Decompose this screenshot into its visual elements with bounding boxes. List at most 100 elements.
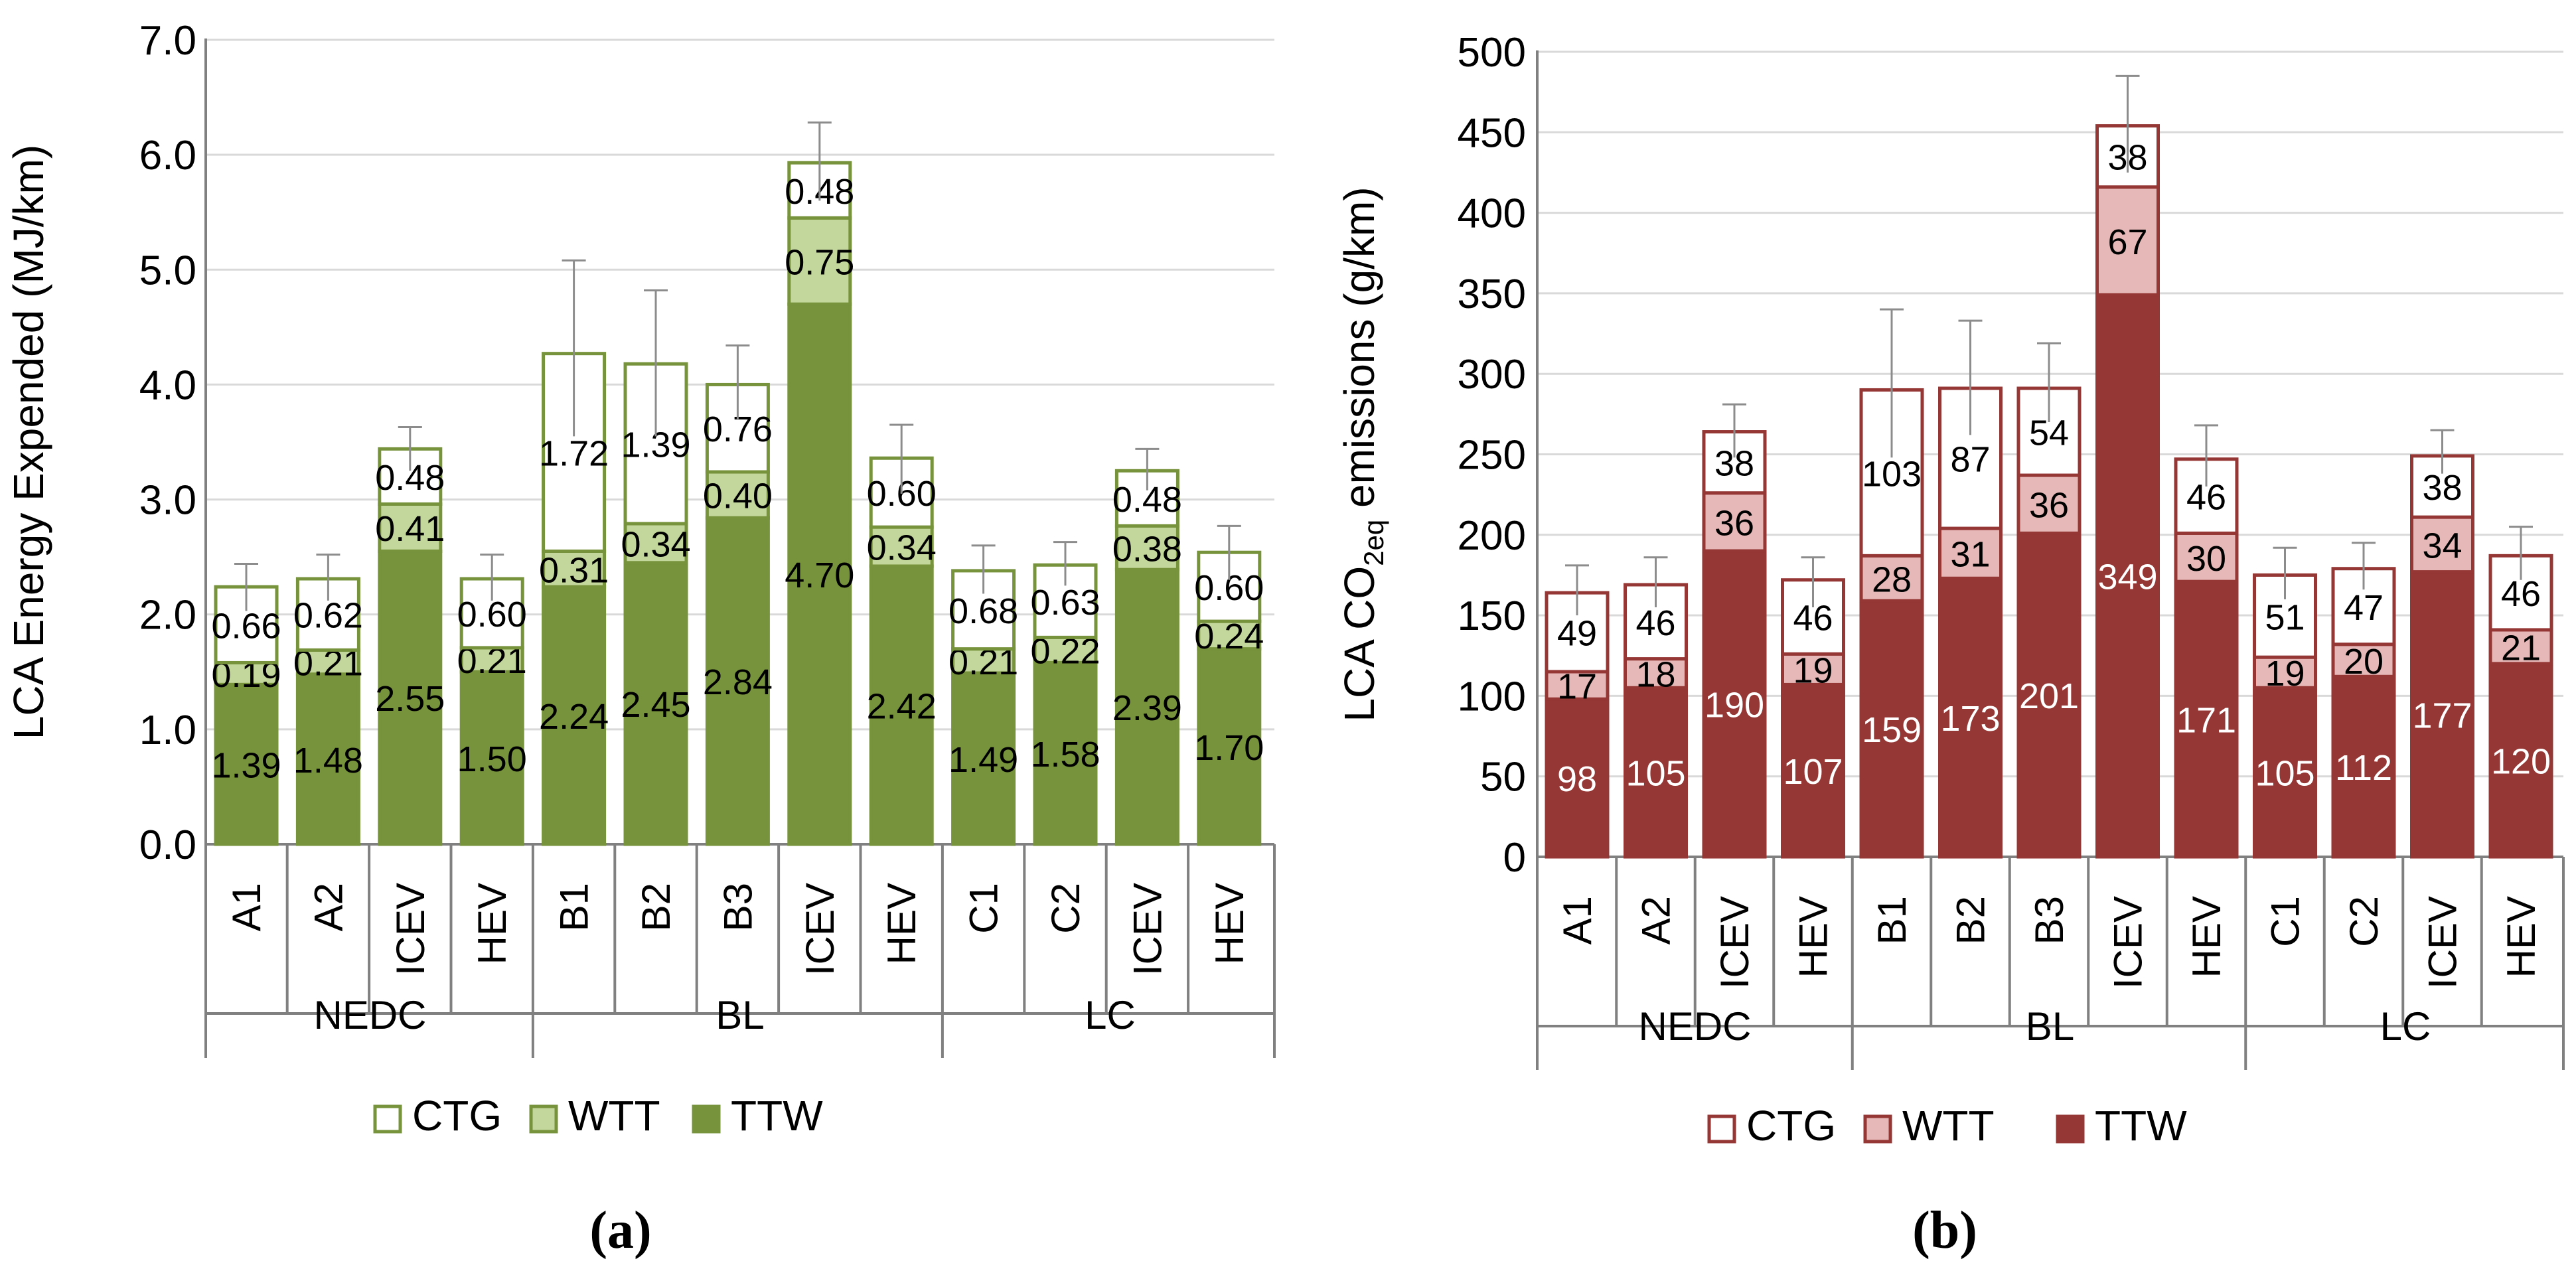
x-category-label: B1	[1870, 896, 1914, 944]
data-label-ctg: 38	[2422, 468, 2462, 508]
x-category-label: HEV	[1207, 883, 1252, 964]
data-label-wtt: 0.34	[621, 524, 690, 564]
y-tick-label: 0	[1503, 835, 1526, 881]
data-label-ttw: 1.70	[1194, 728, 1264, 768]
x-category-label: A1	[1555, 896, 1600, 944]
data-label-wtt: 36	[1714, 503, 1754, 543]
x-group-label: NEDC	[1638, 1004, 1751, 1049]
y-tick-label: 100	[1458, 674, 1526, 719]
y-axis-title-main: LCA CO	[1335, 566, 1383, 722]
legend-label-wtt: WTT	[1902, 1102, 1995, 1150]
data-label-ttw: 105	[1626, 754, 1685, 794]
y-tick-label: 400	[1458, 191, 1526, 237]
legend-swatch-wtt	[1865, 1116, 1890, 1142]
x-category-label: ICEV	[1712, 896, 1757, 989]
x-category-label: B3	[716, 883, 760, 931]
data-label-ttw: 4.70	[785, 556, 854, 595]
x-category-label: C2	[2342, 896, 2386, 947]
data-label-ctg: 0.63	[1030, 583, 1100, 623]
figure: 0.01.02.03.04.05.06.07.0LCA Energy Expen…	[0, 0, 2576, 1275]
data-label-ctg: 46	[2501, 574, 2541, 614]
data-label-wtt: 67	[2107, 222, 2147, 262]
data-label-wtt: 21	[2501, 628, 2541, 668]
data-label-ctg: 0.66	[211, 606, 281, 646]
y-tick-label: 1.0	[139, 708, 196, 753]
data-label-ttw: 349	[2097, 558, 2157, 597]
x-category-label: HEV	[470, 883, 514, 964]
data-label-ttw: 1.58	[1030, 735, 1100, 775]
data-label-wtt: 0.40	[703, 477, 773, 516]
data-label-wtt: 20	[2344, 642, 2384, 682]
data-label-ttw: 112	[2335, 748, 2392, 788]
y-axis-title: LCA Energy Expended (MJ/km)	[5, 145, 52, 739]
data-label-ttw: 2.39	[1112, 688, 1182, 728]
data-label-ttw: 177	[2412, 696, 2472, 735]
y-tick-label: 5.0	[139, 248, 196, 293]
legend-label-wtt: WTT	[568, 1092, 660, 1140]
data-label-wtt: 19	[2265, 654, 2305, 694]
y-axis-title-suffix: emissions (g/km)	[1335, 187, 1383, 519]
x-category-label: C2	[1043, 883, 1088, 934]
data-label-ttw: 2.24	[539, 697, 609, 737]
legend-swatch-ctg	[375, 1106, 400, 1132]
data-label-ttw: 1.49	[948, 740, 1018, 780]
data-label-ctg: 1.72	[539, 434, 609, 474]
x-group-label: BL	[716, 993, 764, 1037]
y-tick-label: 250	[1458, 433, 1526, 479]
chart-panel-b: 0 50 100 150 200 250 300 350 400 450 500 LCA CO2eq …	[1335, 30, 2563, 1260]
data-label-wtt: 36	[2029, 486, 2069, 526]
legend-swatch-wtt	[531, 1106, 556, 1132]
x-category-label: HEV	[879, 883, 924, 964]
data-label-wtt: 18	[1635, 654, 1675, 694]
panel-label: (b)	[1912, 1201, 1977, 1260]
data-label-ctg: 0.68	[948, 591, 1018, 631]
data-label-ttw: 159	[1862, 710, 1922, 750]
x-category-label: B2	[634, 883, 678, 931]
x-category-label: HEV	[1791, 896, 1836, 978]
x-category-label: A1	[224, 883, 269, 931]
data-label-ttw: 120	[2491, 741, 2551, 781]
x-category-label: A2	[1634, 896, 1679, 944]
y-tick-label: 500	[1458, 30, 1526, 76]
y-tick-label: 6.0	[139, 133, 196, 179]
data-label-ctg: 46	[1635, 603, 1675, 643]
y-tick-label: 200	[1458, 513, 1526, 559]
y-tick-label: 2.0	[139, 593, 196, 638]
x-category-label: HEV	[2184, 896, 2229, 978]
x-category-label: A2	[306, 883, 350, 931]
y-tick-label: 300	[1458, 352, 1526, 398]
x-category-label: B2	[1949, 896, 1993, 944]
y-tick-label: 0.0	[139, 822, 196, 868]
data-label-ttw: 1.48	[293, 741, 363, 781]
y-axis-title-main: LCA Energy Expended (MJ/km)	[5, 145, 52, 739]
data-label-ttw: 105	[2255, 754, 2314, 794]
x-category-label: C1	[962, 883, 1006, 934]
y-tick-label: 450	[1458, 110, 1526, 156]
data-label-ttw: 201	[2019, 676, 2079, 716]
data-label-ttw: 2.42	[867, 686, 937, 726]
x-category-label: ICEV	[798, 883, 842, 976]
y-tick-label: 150	[1458, 593, 1526, 639]
y-axis-title: LCA CO2eq emissions (g/km)	[1335, 187, 1389, 721]
legend-label-ctg: CTG	[1746, 1102, 1836, 1150]
data-label-ttw: 107	[1783, 752, 1843, 792]
data-label-ctg: 47	[2344, 588, 2384, 628]
x-category-label: C1	[2263, 896, 2308, 947]
y-tick-label: 50	[1480, 755, 1526, 800]
data-label-ctg: 87	[1950, 440, 1990, 480]
y-tick-label: 350	[1458, 271, 1526, 317]
x-category-label: HEV	[2499, 896, 2543, 978]
legend-swatch-ctg	[1709, 1116, 1734, 1142]
data-label-ttw: 1.39	[211, 746, 281, 786]
data-label-wtt: 0.31	[539, 550, 609, 590]
legend-label-ctg: CTG	[412, 1092, 502, 1140]
legend-swatch-ttw	[2058, 1116, 2083, 1142]
data-label-ctg: 51	[2265, 597, 2305, 637]
y-tick-label: 7.0	[139, 18, 196, 64]
data-label-ctg: 0.60	[457, 595, 527, 635]
data-label-wtt: 19	[1793, 650, 1833, 690]
data-label-ttw: 1.50	[457, 739, 527, 779]
data-label-wtt: 0.75	[785, 242, 854, 282]
legend-swatch-ttw	[694, 1106, 719, 1132]
legend-label-ttw: TTW	[2095, 1102, 2187, 1150]
